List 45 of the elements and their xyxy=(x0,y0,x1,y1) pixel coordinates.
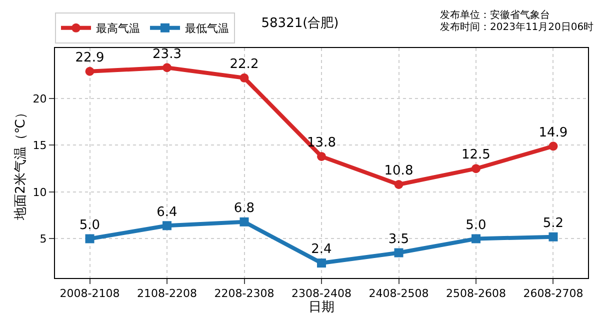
point xyxy=(471,164,480,174)
text: 发布单位：安徽省气象台 xyxy=(440,9,550,21)
data-label: 22.9 xyxy=(75,50,104,66)
point xyxy=(317,258,326,268)
y-tick-label: 20 xyxy=(32,92,47,106)
data-label: 22.2 xyxy=(230,57,259,72)
point xyxy=(85,66,94,76)
x-tick-label: 2608-2708 xyxy=(523,287,584,300)
y-tick-label: 10 xyxy=(32,186,47,199)
point xyxy=(548,142,558,151)
y-axis-title: 地面2米气温（℃） xyxy=(14,106,29,221)
data-label: 12.5 xyxy=(462,148,490,163)
point xyxy=(317,152,326,161)
x-tick-label: 2308-2408 xyxy=(292,287,352,300)
x-tick-label: 2408-2508 xyxy=(368,287,429,300)
x-tick-label: 2208-2308 xyxy=(214,287,274,300)
y-tick-label: 5 xyxy=(40,232,47,246)
point xyxy=(394,248,404,258)
data-label: 5.0 xyxy=(79,218,100,233)
point xyxy=(85,234,94,244)
x-tick-label: 2508-2608 xyxy=(446,287,506,300)
legend-label: 最高气温 xyxy=(96,22,140,36)
point xyxy=(394,180,404,189)
x-tick-label: 2108-2208 xyxy=(137,287,197,300)
point xyxy=(471,234,480,244)
x-axis-title: 日期 xyxy=(308,300,334,316)
data-label: 5.0 xyxy=(466,218,486,233)
point xyxy=(548,232,558,242)
legend-label: 最低气温 xyxy=(185,22,229,36)
x-tick-label: 2008-2108 xyxy=(60,287,120,300)
y-tick-label: 15 xyxy=(32,139,47,152)
point xyxy=(240,217,249,226)
data-label: 6.8 xyxy=(234,201,255,216)
data-label: 14.9 xyxy=(538,125,568,140)
data-label: 23.3 xyxy=(152,46,182,62)
point xyxy=(162,221,172,230)
data-label: 6.4 xyxy=(156,204,178,220)
data-label: 5.2 xyxy=(542,216,564,231)
point xyxy=(240,73,249,82)
data-label: 3.5 xyxy=(388,232,410,247)
chart-title: 58321(合肥) xyxy=(261,16,339,32)
point xyxy=(162,63,172,72)
data-label: 2.4 xyxy=(311,242,332,258)
data-label: 10.8 xyxy=(384,164,414,179)
text: 发布时间：2023年11月20日06时 xyxy=(440,21,594,33)
